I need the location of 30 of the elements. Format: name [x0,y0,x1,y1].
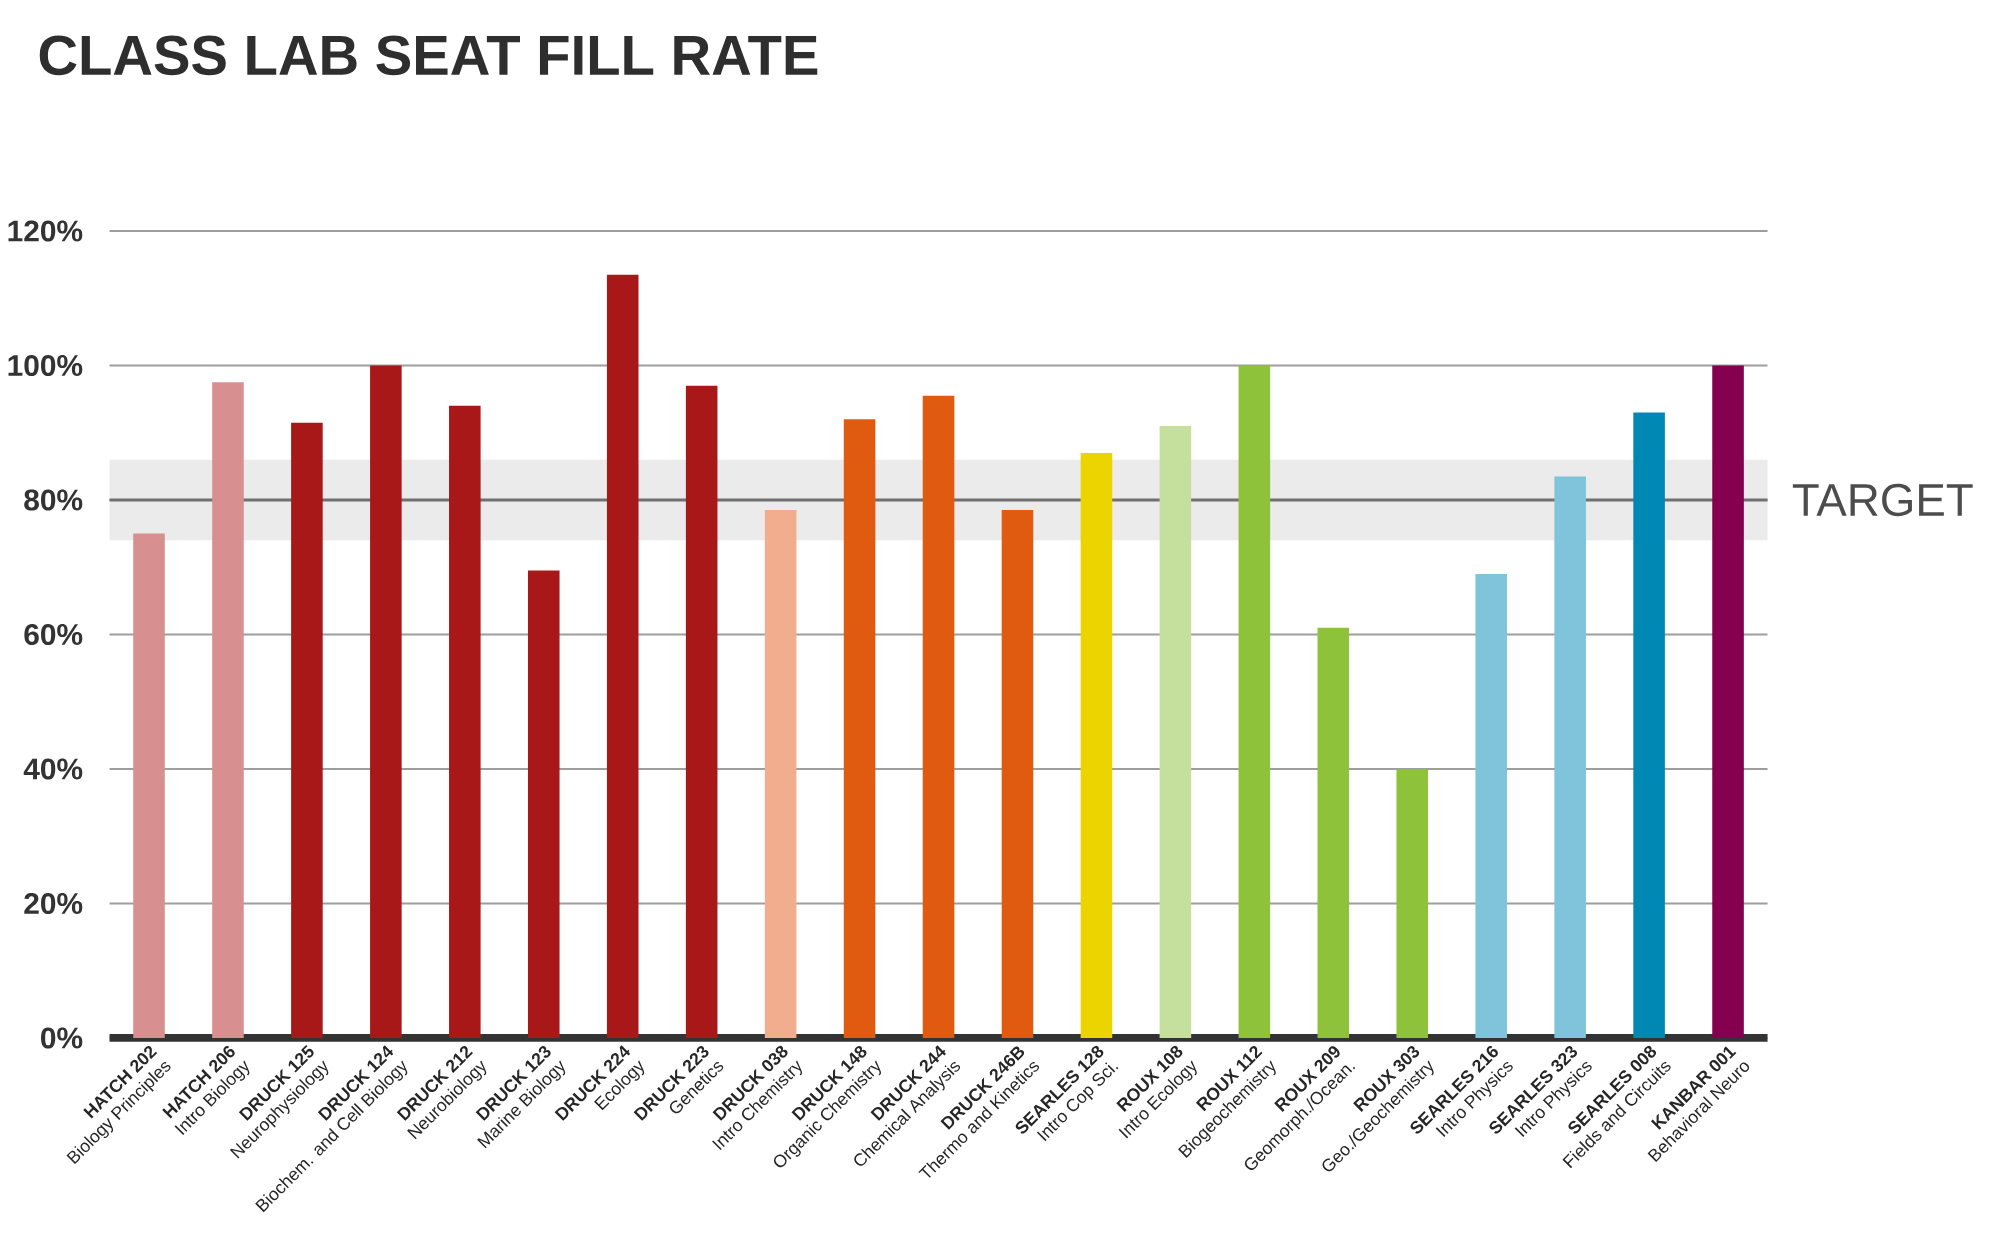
bar [1633,412,1665,1038]
bar [1475,573,1507,1038]
y-tick-label: 20% [24,892,83,915]
chart-title: CLASS LAB SEAT FILL RATE [39,35,818,76]
bar [1554,476,1586,1038]
bar [843,419,876,1038]
bar [1238,365,1271,1038]
bar [1159,426,1192,1038]
bar [606,274,639,1038]
band-label: TARGET [1792,483,1973,517]
bar [1712,365,1744,1038]
bar [1001,510,1034,1038]
y-tick-label: 80% [24,489,83,511]
bar [1317,627,1350,1038]
bar [212,382,244,1038]
bar [291,422,323,1038]
bar [922,395,955,1038]
bar [449,405,481,1038]
bar [133,533,165,1038]
y-tick-label: 0% [41,1027,83,1049]
bar [764,510,797,1038]
bar [685,385,718,1038]
y-tick-label: 120% [8,220,83,242]
bar [370,365,402,1038]
y-tick-label: 60% [24,623,83,646]
bar [1396,768,1429,1038]
y-tick-label: 40% [23,758,83,780]
bar [527,570,560,1038]
bar [1080,452,1113,1038]
y-tick-label: 100% [8,354,83,377]
